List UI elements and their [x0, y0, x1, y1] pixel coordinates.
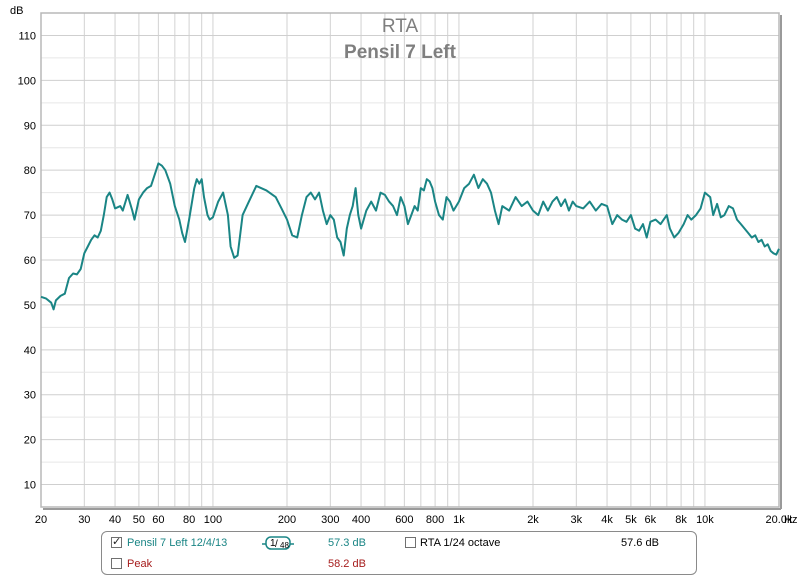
y-tick-label: 90: [24, 120, 36, 132]
x-tick-label: 5k: [625, 514, 637, 526]
x-tick-label: 200: [278, 514, 296, 526]
x-axis-unit: Hz: [784, 514, 797, 526]
y-tick-label: 110: [18, 30, 36, 42]
y-tick-label: 40: [24, 345, 36, 357]
grid-lines: [40, 12, 782, 510]
series-line: [40, 162, 780, 311]
x-tick-label: 20: [35, 514, 47, 526]
x-tick-label: 400: [352, 514, 370, 526]
x-tick-label: 20.0k: [766, 514, 793, 526]
chart-subtitle: Pensil 7 Left: [344, 42, 457, 63]
y-tick-label: 20: [24, 435, 36, 447]
legend-panel: Pensil 7 Left 12/4/13 1 / 48 57.3 dB RTA…: [101, 531, 697, 575]
series-checkbox[interactable]: [111, 535, 122, 548]
x-tick-label: 80: [183, 514, 195, 526]
y-tick-label: 10: [24, 480, 36, 492]
x-tick-label: 60: [152, 514, 164, 526]
x-tick-label: 4k: [601, 514, 613, 526]
smoothing-selector[interactable]: 1 / 48: [261, 536, 295, 550]
x-tick-label: 50: [133, 514, 145, 526]
chart-title: RTA: [382, 16, 419, 37]
peak-legend-label[interactable]: Peak: [127, 558, 153, 570]
x-tick-label: 800: [426, 514, 444, 526]
y-tick-label: 60: [24, 255, 36, 267]
y-tick-label: 100: [18, 75, 36, 87]
x-axis-ticks: 20 30 40 50 60 80 100 200 300 400 600 800 1k 2k 3k 4k 5k…: [35, 514, 793, 526]
x-tick-label: 600: [395, 514, 413, 526]
peak-value: 58.2 dB: [328, 558, 366, 570]
x-tick-label: 10k: [696, 514, 714, 526]
x-tick-label: 100: [204, 514, 222, 526]
x-tick-label: 3k: [571, 514, 583, 526]
series-legend-label[interactable]: Pensil 7 Left 12/4/13: [127, 537, 228, 549]
x-tick-label: 40: [109, 514, 121, 526]
smoothing-denominator: 48: [280, 541, 289, 550]
rta-value: 57.6 dB: [621, 537, 659, 549]
plot-frame: [40, 12, 780, 508]
x-tick-label: 300: [321, 514, 339, 526]
y-axis-ticks: 10 20 30 40 50 60 70 80 90 100 110: [18, 30, 36, 491]
x-tick-label: 30: [78, 514, 90, 526]
x-tick-label: 1k: [453, 514, 465, 526]
y-tick-label: 70: [24, 210, 36, 222]
rta-legend-label[interactable]: RTA 1/24 octave: [420, 537, 501, 549]
peak-checkbox[interactable]: [111, 558, 122, 569]
smoothing-icon: 1 / 48: [262, 536, 294, 550]
smoothing-numerator: 1: [270, 538, 276, 549]
y-tick-label: 80: [24, 165, 36, 177]
rta-checkbox[interactable]: [405, 537, 416, 548]
svg-text:/: /: [275, 539, 278, 550]
y-axis-label: dB: [10, 5, 23, 17]
y-tick-label: 30: [24, 390, 36, 402]
rta-chart: RTA Pensil 7 Left dB Hz 10 20 30 40 50 60 70 80…: [10, 5, 797, 526]
x-tick-label: 8k: [675, 514, 687, 526]
x-tick-label: 2k: [527, 514, 539, 526]
series-value: 57.3 dB: [328, 537, 366, 549]
x-tick-label: 6k: [645, 514, 657, 526]
y-tick-label: 50: [24, 300, 36, 312]
